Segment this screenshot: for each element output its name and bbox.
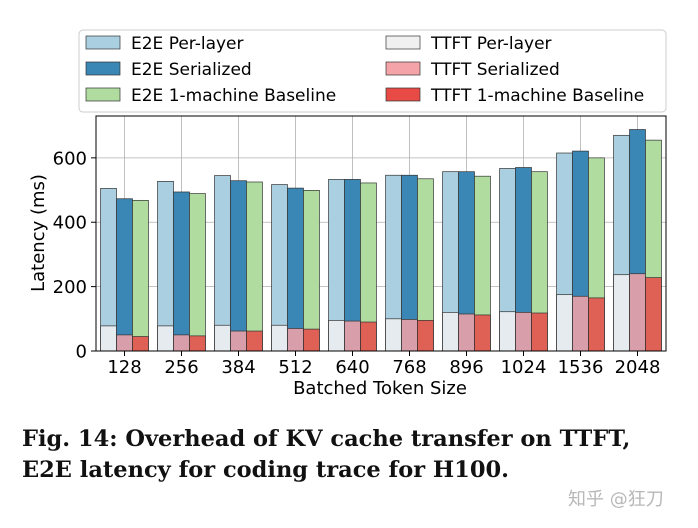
legend-swatch xyxy=(385,61,421,76)
bar-ttft xyxy=(360,321,377,352)
bar-ttft xyxy=(157,325,174,352)
legend-swatch xyxy=(85,35,121,50)
x-axis-label: Batched Token Size xyxy=(293,378,467,399)
plot-frame xyxy=(95,115,667,352)
figure-caption: Fig. 14: Overhead of KV cache transfer o… xyxy=(22,426,631,483)
bar-ttft xyxy=(458,313,475,352)
x-axis-ticks: 128 256 384 512 640 768 896 1024 1536 2048 xyxy=(107,351,660,378)
legend: E2E Per-layer E2E Serialized E2E 1-machine… xyxy=(78,29,667,113)
bar-e2e xyxy=(303,190,320,352)
bars xyxy=(100,129,662,352)
bar-ttft xyxy=(189,335,206,352)
legend-box xyxy=(78,29,667,113)
legend-label: TTFT Per-layer xyxy=(430,34,552,54)
legend-label: TTFT Serialized xyxy=(430,60,560,80)
x-tick-label: 256 xyxy=(164,357,198,378)
bar-e2e xyxy=(214,175,231,352)
legend-swatch xyxy=(385,35,421,50)
x-tick-label: 896 xyxy=(449,357,483,378)
bar-ttft xyxy=(417,320,434,352)
legend-label: E2E 1-machine Baseline xyxy=(131,86,336,106)
x-tick-label: 768 xyxy=(392,357,426,378)
bar-ttft xyxy=(173,334,190,352)
x-tick-label: 128 xyxy=(107,357,141,378)
legend-label: E2E Serialized xyxy=(131,60,252,80)
bar-ttft xyxy=(271,324,288,352)
bar-ttft xyxy=(572,295,589,352)
bar-ttft xyxy=(385,318,402,352)
x-tick-label: 2048 xyxy=(615,357,661,378)
bar-ttft xyxy=(515,312,532,352)
y-tick-label: 0 xyxy=(76,342,87,363)
bar-ttft xyxy=(474,314,491,352)
bar-ttft xyxy=(531,312,548,352)
bar-e2e xyxy=(132,199,149,352)
bar-e2e xyxy=(246,181,263,352)
bar-ttft xyxy=(116,334,133,352)
x-tick-label: 1024 xyxy=(501,357,547,378)
legend-swatch xyxy=(385,87,421,102)
bar-e2e xyxy=(287,187,304,352)
bar-ttft xyxy=(132,336,149,352)
y-tick-label: 200 xyxy=(53,277,87,298)
x-tick-label: 384 xyxy=(221,357,255,378)
y-axis-ticks: 0 200 400 600 xyxy=(53,148,96,363)
bar-ttft xyxy=(328,320,345,352)
bar-ttft xyxy=(629,273,646,352)
bar-ttft xyxy=(100,325,117,352)
bar-e2e xyxy=(189,193,206,352)
bar-ttft xyxy=(344,320,361,352)
bar-e2e xyxy=(173,191,190,352)
bar-e2e xyxy=(230,180,247,352)
bar-ttft xyxy=(287,328,304,352)
legend-label: TTFT 1-machine Baseline xyxy=(430,86,644,106)
bar-chart: 0 200 400 600 128 256 384 512 640 768 896 1024 1536… xyxy=(28,29,667,399)
legend-swatch xyxy=(85,87,121,102)
bar-ttft xyxy=(588,297,605,352)
y-axis-label: Latency (ms) xyxy=(28,174,49,292)
bar-e2e xyxy=(116,198,133,352)
bar-ttft xyxy=(613,274,630,352)
bar-ttft xyxy=(645,277,662,352)
watermark: 知乎 @狂刀 xyxy=(568,489,664,510)
bar-ttft xyxy=(230,330,247,352)
bar-ttft xyxy=(214,324,231,352)
legend-swatch xyxy=(85,61,121,76)
bar-ttft xyxy=(556,294,573,352)
legend-label: E2E Per-layer xyxy=(131,34,244,54)
x-tick-label: 640 xyxy=(335,357,369,378)
y-tick-label: 600 xyxy=(53,148,87,169)
bar-ttft xyxy=(246,330,263,352)
bar-ttft xyxy=(401,319,418,352)
x-tick-label: 1536 xyxy=(558,357,604,378)
y-tick-label: 400 xyxy=(53,213,87,234)
x-tick-label: 512 xyxy=(278,357,312,378)
bar-ttft xyxy=(303,328,320,352)
bar-ttft xyxy=(442,312,459,352)
bar-ttft xyxy=(499,311,516,352)
